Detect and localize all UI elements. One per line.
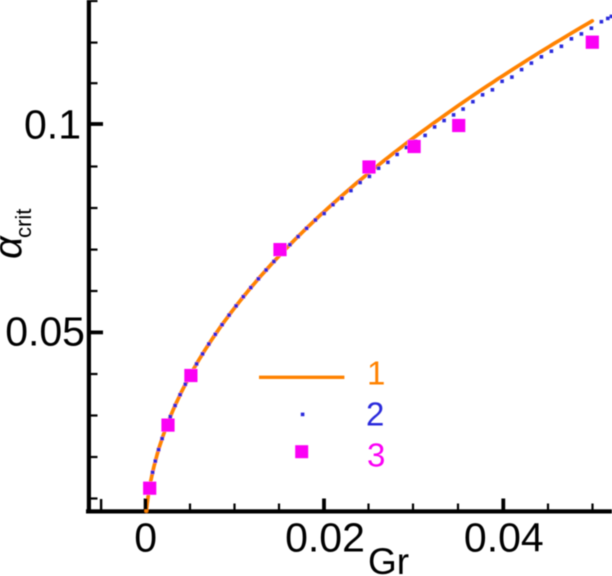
svg-text:0.1: 0.1 <box>24 102 81 148</box>
svg-text:Gr: Gr <box>368 541 409 576</box>
svg-text:0.05: 0.05 <box>5 309 85 355</box>
svg-text:1: 1 <box>367 355 385 392</box>
svg-text:0: 0 <box>134 515 157 561</box>
svg-text:0.02: 0.02 <box>285 515 365 561</box>
svg-text:0.04: 0.04 <box>464 515 544 561</box>
svg-text:2: 2 <box>366 396 384 433</box>
svg-text:3: 3 <box>367 437 385 474</box>
svg-text:crit: crit <box>11 209 36 238</box>
svg-text:α: α <box>0 235 30 259</box>
